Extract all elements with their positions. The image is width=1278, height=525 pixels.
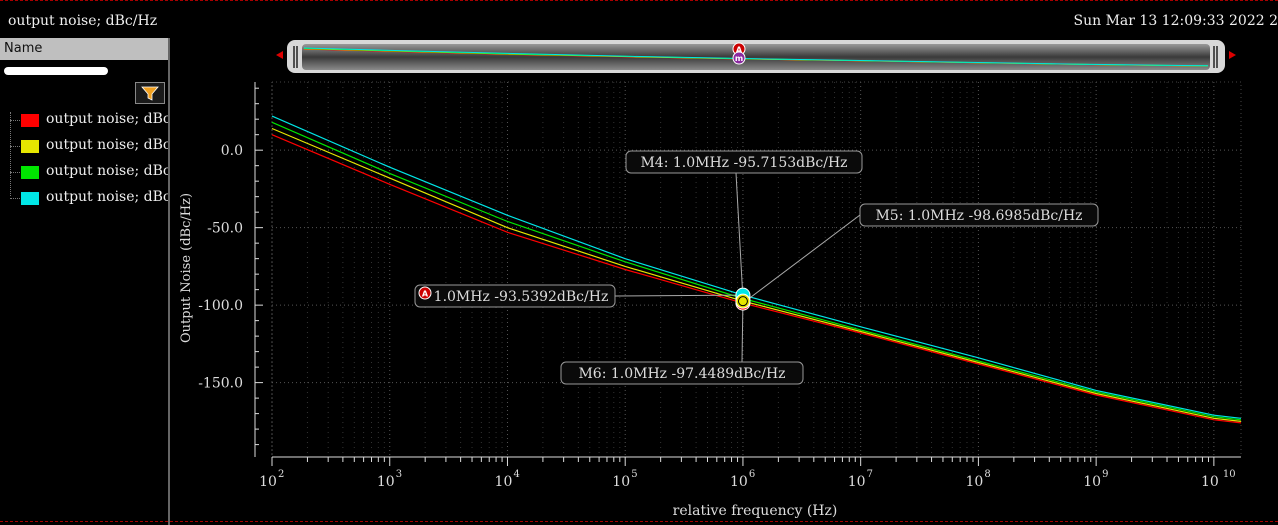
x-tick-label: 10 — [377, 474, 395, 490]
marker-label-text: M6: 1.0MHz -97.4489dBc/Hz — [578, 366, 785, 382]
marker-leader-line — [742, 214, 861, 304]
plot-markers[interactable]: M4: 1.0MHz -95.7153dBc/Hz M5: 1.0MHz -98.… — [414, 150, 1099, 385]
legend-item-red[interactable]: output noise; dBc/Hz — [10, 110, 168, 130]
x-tick-exponent: 6 — [749, 469, 755, 480]
name-filter-input[interactable] — [4, 67, 108, 75]
y-tick-label: -50.0 — [207, 221, 243, 237]
timestamp: Sun Mar 13 12:09:33 2022 2 — [1073, 13, 1278, 29]
marker-point-ring — [737, 296, 748, 307]
marker-label-box[interactable] — [414, 284, 616, 308]
series-line-1[interactable] — [271, 127, 1242, 422]
plot-axes: 0.0-50.0-100.0-150.010 2 10 3 10 4 10 5 10 6 10 7 10… — [198, 82, 1241, 490]
overview-strip[interactable]: A m — [276, 40, 1236, 73]
tree-connector — [10, 112, 12, 196]
x-tick-exponent: 9 — [1102, 469, 1108, 480]
name-column-header[interactable]: Name — [0, 38, 168, 60]
marker-a-badge-text: A — [422, 290, 429, 299]
x-tick-label: 10 — [612, 474, 630, 490]
x-tick-exponent: 10 — [1223, 469, 1236, 480]
x-tick-label: 10 — [1083, 474, 1101, 490]
green-swatch — [21, 166, 39, 179]
red-swatch — [21, 114, 39, 127]
tree-tick — [10, 198, 20, 199]
legend-label: output noise; dBc/Hz — [46, 163, 168, 179]
x-tick-label: 10 — [730, 474, 748, 490]
plot-traces — [271, 115, 1242, 424]
legend-label: output noise; dBc/Hz — [46, 189, 168, 205]
window-title: output noise; dBc/Hz — [8, 13, 158, 29]
legend-label: output noise; dBc/Hz — [46, 111, 168, 127]
overview-traces — [303, 47, 1209, 67]
overview-marker-m-icon — [732, 51, 746, 65]
overview-marker-m-text: m — [735, 54, 743, 63]
marker-leader-line — [735, 172, 744, 299]
overview-window[interactable] — [302, 44, 1210, 70]
y-tick-label: 0.0 — [221, 143, 243, 159]
x-tick-label: 10 — [495, 474, 513, 490]
overview-right-arrow-icon[interactable] — [1229, 51, 1236, 59]
legend-item-yellow[interactable]: output noise; dBc/Hz — [10, 136, 168, 156]
series-line-0[interactable] — [271, 134, 1242, 424]
marker-label-box[interactable] — [859, 203, 1099, 227]
x-tick-label: 10 — [1201, 474, 1219, 490]
legend-item-cyan[interactable]: output noise; dBc/Hz — [10, 188, 168, 208]
legend-label: output noise; dBc/Hz — [46, 137, 168, 153]
filter-button[interactable] — [135, 82, 165, 104]
marker-leader-line — [614, 294, 743, 297]
x-tick-label: 10 — [965, 474, 983, 490]
x-tick-label: 10 — [848, 474, 866, 490]
x-axis-label: relative frequency (Hz) — [673, 503, 838, 519]
x-tick-exponent: 8 — [984, 469, 990, 480]
overview-left-arrow-icon[interactable] — [276, 51, 283, 59]
tree-tick — [10, 120, 20, 121]
bottom-border — [0, 521, 1278, 522]
marker-label-text: M4: 1.0MHz -95.7153dBc/Hz — [640, 155, 847, 171]
series-line-3[interactable] — [271, 115, 1242, 419]
tree-tick — [10, 172, 20, 173]
x-tick-exponent: 3 — [396, 469, 402, 480]
tree-tick — [10, 146, 20, 147]
x-tick-label: 10 — [259, 474, 277, 490]
yellow-swatch — [21, 140, 39, 153]
plot-grid — [271, 81, 1242, 458]
x-tick-exponent: 7 — [867, 469, 873, 480]
y-axis-label: Output Noise (dBc/Hz) — [179, 193, 194, 343]
legend-item-green[interactable]: output noise; dBc/Hz — [10, 162, 168, 182]
x-tick-exponent: 5 — [631, 469, 637, 480]
marker-label-box[interactable] — [625, 150, 863, 174]
marker-a-badge-icon — [418, 286, 432, 300]
x-tick-exponent: 2 — [278, 469, 284, 480]
trace-browser: Name output noise; dBc/Hz output noise; … — [0, 38, 170, 525]
title-bar: output noise; dBc/Hz Sun Mar 13 12:09:33… — [0, 0, 1278, 38]
overview-marker-a-text: A — [736, 46, 743, 55]
marker-label-text: M5: 1.0MHz -98.6985dBc/Hz — [875, 208, 1082, 224]
series-line-2[interactable] — [271, 121, 1242, 421]
marker-label-text: 1.0MHz -93.5392dBc/Hz — [434, 289, 609, 305]
x-tick-exponent: 4 — [513, 469, 519, 480]
cyan-swatch — [21, 192, 39, 205]
y-tick-label: -100.0 — [198, 298, 243, 314]
marker-label-box[interactable] — [560, 361, 804, 385]
funnel-icon — [141, 86, 159, 101]
overview-series-line-3 — [303, 47, 1209, 67]
y-tick-label: -150.0 — [198, 376, 243, 392]
marker-leader-line — [741, 301, 744, 363]
